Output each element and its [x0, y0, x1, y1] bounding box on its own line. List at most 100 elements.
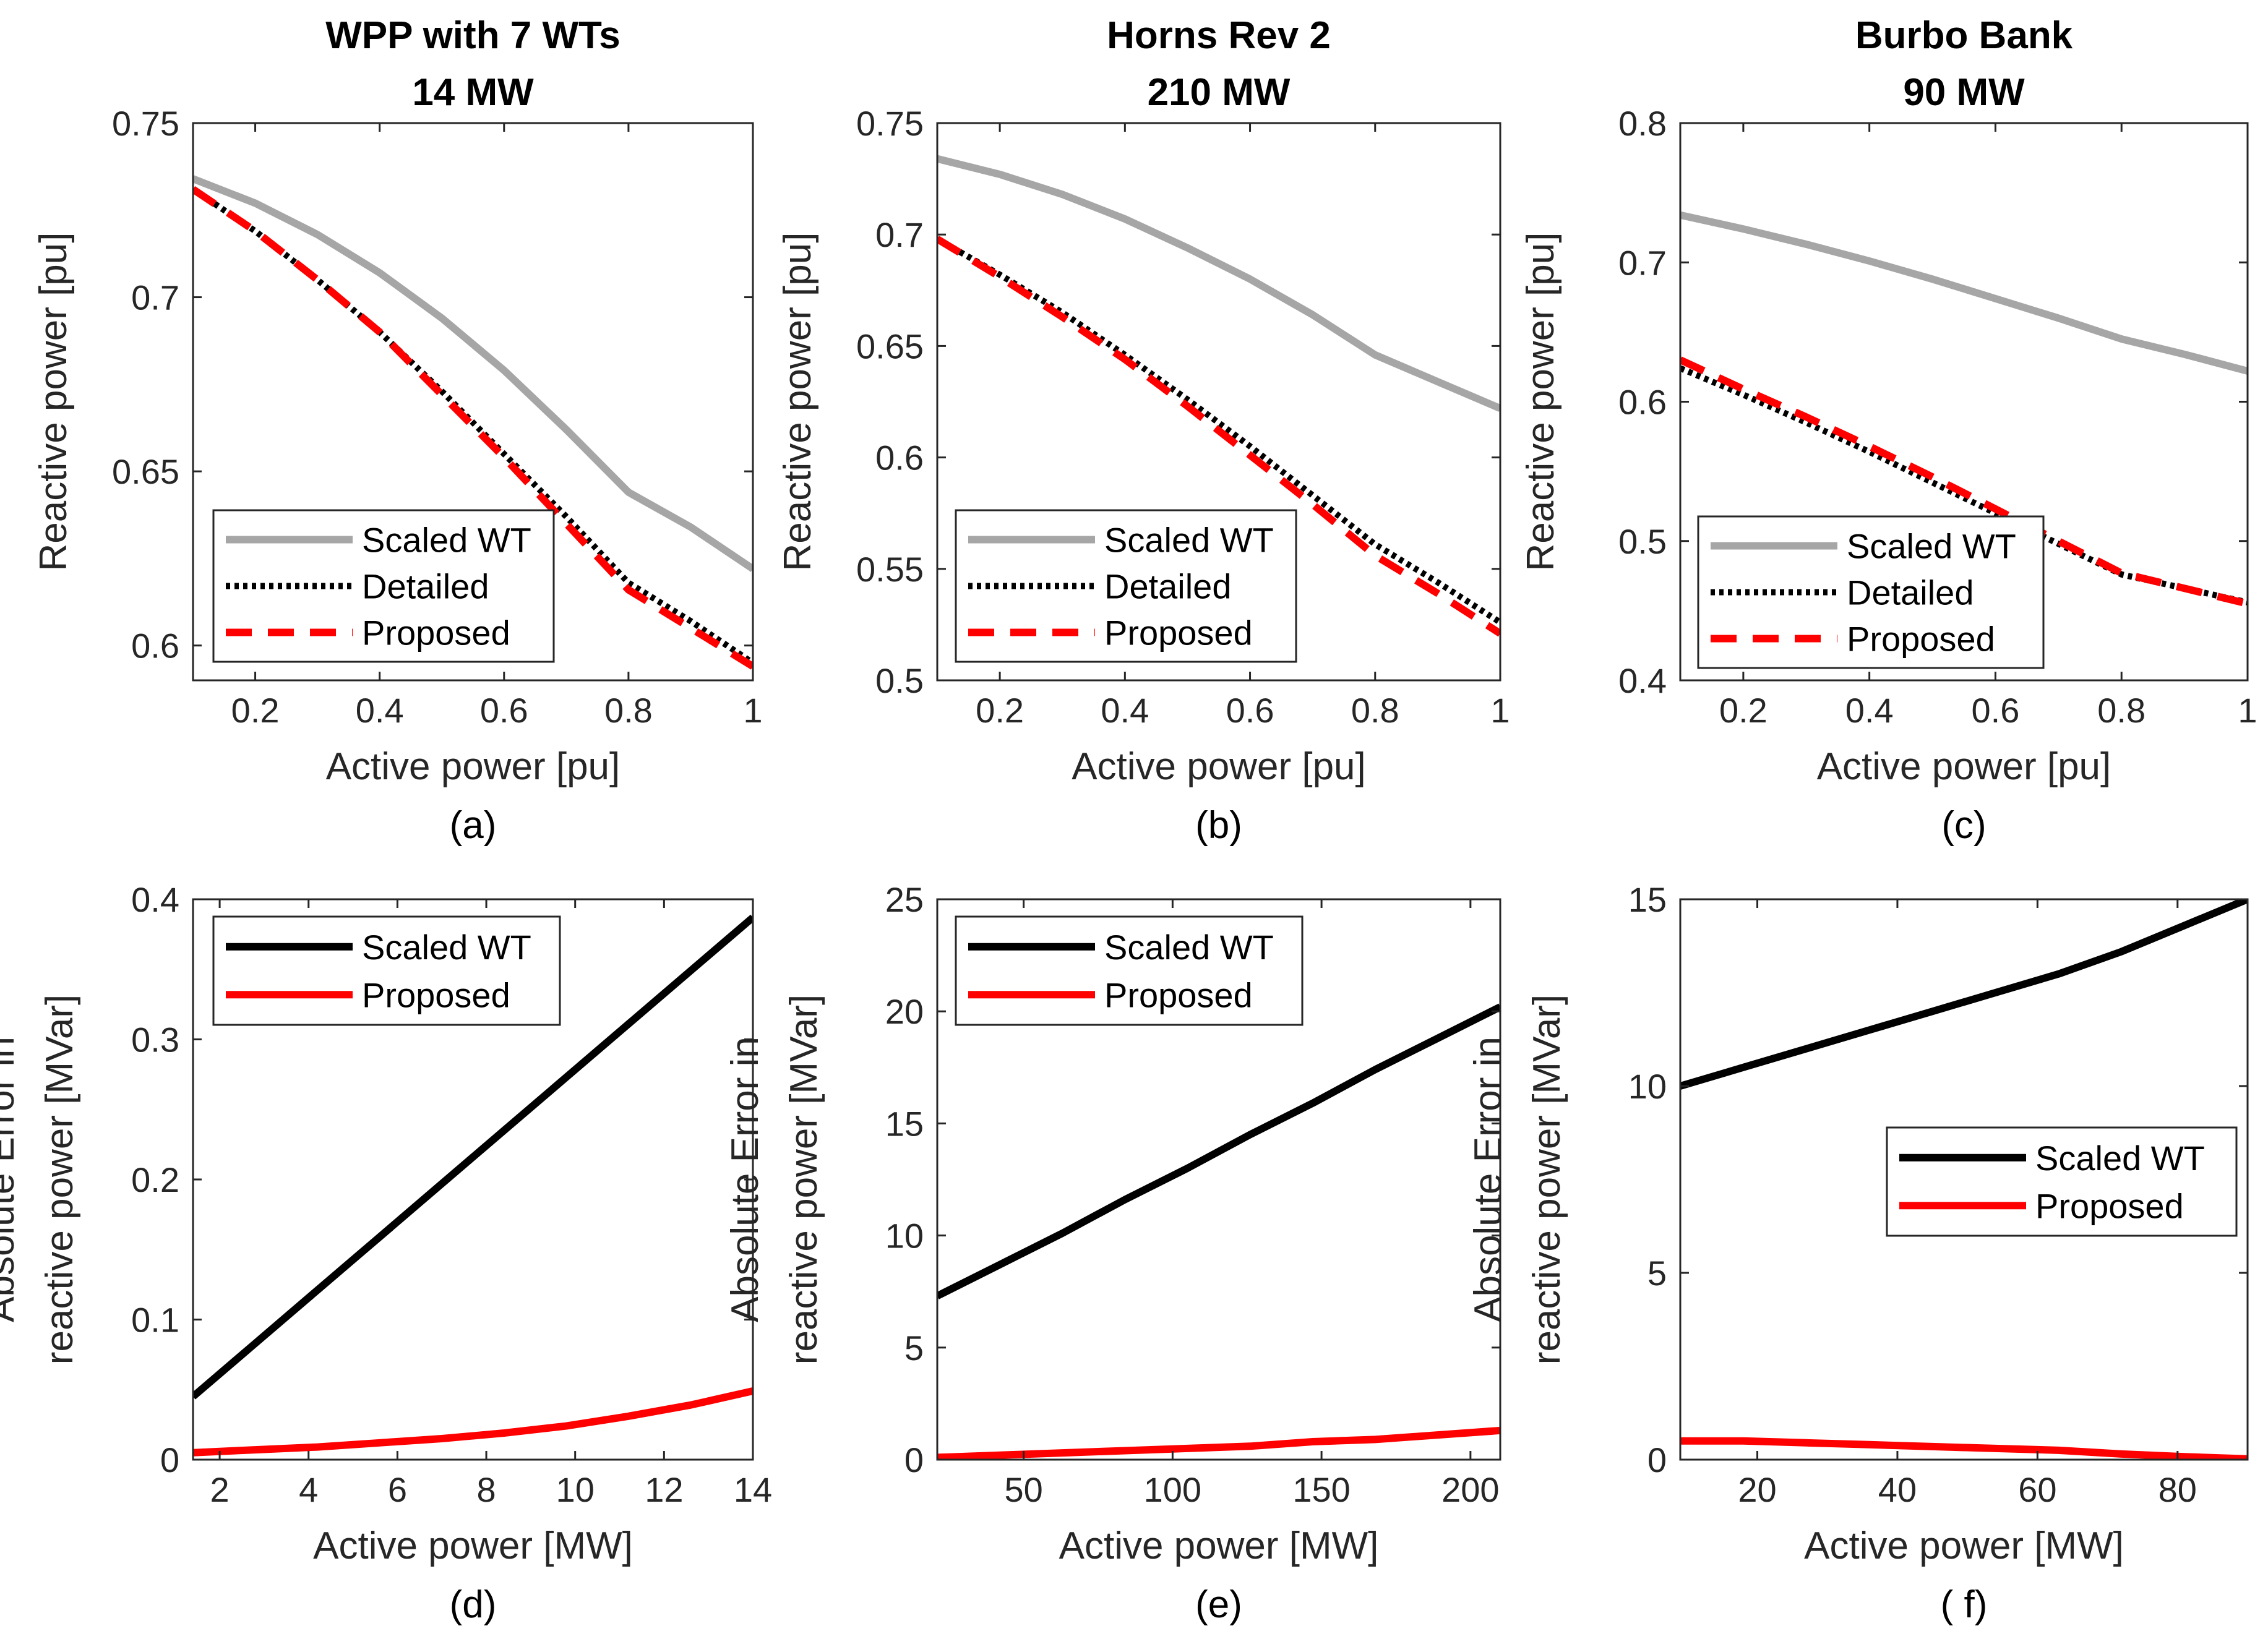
- x-tick-label: 0.6: [1972, 691, 2020, 730]
- x-tick-label: 1: [1490, 691, 1510, 730]
- axes-box: [936, 122, 1501, 682]
- y-tick-label: 0.8: [1618, 104, 1667, 143]
- y-tick-label: 0.5: [875, 661, 924, 700]
- legend-label: Detailed: [1104, 567, 1231, 606]
- x-tick-label: 12: [645, 1470, 683, 1509]
- legend-label: Proposed: [1847, 620, 1995, 659]
- panel-caption: ( f): [1941, 1583, 1988, 1626]
- x-tick-label: 6: [388, 1470, 407, 1509]
- legend: Scaled WT Detailed Proposed: [212, 509, 555, 663]
- series-line-scaled-wt: [193, 914, 753, 1400]
- y-tick-label: 0.55: [856, 550, 924, 589]
- legend-box: [955, 915, 1304, 1026]
- y-tick-label: 0.7: [131, 278, 179, 317]
- y-tick-label: 0.75: [856, 104, 924, 143]
- panel-caption: (d): [450, 1583, 497, 1626]
- legend-label: Detailed: [362, 567, 489, 606]
- x-tick-label: 0.8: [604, 691, 653, 730]
- x-tick-label: 0.6: [480, 691, 528, 730]
- x-tick-label: 50: [1004, 1470, 1042, 1509]
- x-tick-label: 0.2: [231, 691, 280, 730]
- panel-caption: (a): [450, 804, 497, 847]
- x-tick-label: 0.2: [1719, 691, 1768, 730]
- legend-label: Proposed: [1104, 614, 1253, 653]
- legend-label: Proposed: [2035, 1186, 2184, 1225]
- legend-label: Detailed: [1847, 573, 1974, 612]
- x-tick-label: 100: [1144, 1470, 1201, 1509]
- y-tick-label: 0.4: [131, 880, 179, 919]
- legend-box: [1886, 1126, 2238, 1237]
- y-tick-label: 0.5: [1618, 522, 1667, 561]
- legend: Scaled WT Detailed Proposed: [955, 509, 1297, 663]
- panel-caption: (e): [1195, 1583, 1242, 1626]
- legend-label: Scaled WT: [1104, 928, 1274, 967]
- panel-c: 0.2 0.4 0.6 0.8 1 0.4 0.5 0.6 0.7 0.8 Active power…: [1519, 14, 2257, 847]
- x-tick-label: 0.4: [356, 691, 404, 730]
- y-tick-label: 0.6: [1618, 383, 1667, 422]
- x-tick-label: 14: [734, 1470, 772, 1509]
- x-tick-label: 4: [299, 1470, 318, 1509]
- y-tick-label: 5: [1647, 1254, 1667, 1293]
- x-tick-label: 0.8: [1351, 691, 1399, 730]
- y-tick-label: 0.6: [131, 627, 179, 665]
- y-tick-label: 15: [885, 1104, 924, 1143]
- y-axis-label: Reactive power [pu]: [776, 233, 819, 571]
- x-axis-label: Active power [pu]: [1817, 745, 2111, 788]
- series-line-scaled-wt: [193, 175, 753, 572]
- panel-e: 50 100 150 200 0 5 10 15 20 25 Active power [MW] Ab…: [724, 880, 1501, 1626]
- legend-label: Scaled WT: [1847, 527, 2016, 566]
- y-axis-label: Absolute Error in: [0, 1037, 22, 1322]
- y-axis-label: Absolute Error in: [1467, 1037, 1510, 1322]
- x-axis-label: Active power [pu]: [1072, 745, 1366, 788]
- x-tick-label: 20: [1738, 1470, 1776, 1509]
- series-line-proposed: [937, 1426, 1500, 1460]
- panel-b: 0.2 0.4 0.6 0.8 1 0.5 0.55 0.6 0.65 0.7 0.75 Active…: [776, 14, 1510, 847]
- series-line-scaled-wt: [1680, 899, 2248, 1090]
- axes-box: [936, 898, 1501, 1461]
- y-tick-label: 15: [1628, 880, 1667, 919]
- x-tick-label: 60: [2018, 1470, 2056, 1509]
- x-tick-label: 0.4: [1845, 691, 1894, 730]
- legend-label: Proposed: [1104, 975, 1253, 1014]
- axes-box: [1679, 898, 2249, 1461]
- y-tick-label: 0.3: [131, 1021, 179, 1059]
- y-tick-label: 0.6: [875, 439, 924, 477]
- series-line-proposed: [1680, 1437, 2248, 1460]
- x-tick-label: 200: [1441, 1470, 1499, 1509]
- x-axis-label: Active power [MW]: [1804, 1525, 2124, 1567]
- legend: Scaled WT Detailed Proposed: [1697, 515, 2045, 669]
- panel-d: 2 4 6 8 10 12 14 0 0.1 0.2 0.3 0.4 Active power [MW]…: [0, 880, 772, 1626]
- panel-caption: (b): [1195, 804, 1242, 847]
- y-tick-label: 5: [904, 1329, 924, 1367]
- series-line-detailed: [1680, 365, 2248, 606]
- series-line-proposed: [193, 1387, 753, 1457]
- series-line-proposed: [937, 236, 1500, 637]
- x-tick-label: 10: [556, 1470, 595, 1509]
- y-axis-label: reactive power [MVar]: [783, 995, 825, 1364]
- y-tick-label: 25: [885, 880, 924, 919]
- panel-f: 20 40 60 80 0 5 10 15 Active power [MW] Absolute …: [1467, 880, 2249, 1626]
- y-tick-label: 0: [1647, 1440, 1667, 1479]
- series-line-scaled-wt: [937, 155, 1500, 412]
- panel-title: 210 MW: [1148, 71, 1291, 114]
- legend: Scaled WT Proposed: [955, 915, 1304, 1026]
- panel-caption: (c): [1941, 804, 1986, 847]
- x-tick-label: 80: [2158, 1470, 2197, 1509]
- y-tick-label: 0.7: [1618, 243, 1667, 282]
- y-tick-label: 20: [885, 992, 924, 1031]
- x-tick-label: 0.6: [1226, 691, 1274, 730]
- x-tick-label: 2: [210, 1470, 230, 1509]
- panel-title: 90 MW: [1903, 71, 2025, 114]
- legend-label: Scaled WT: [2035, 1139, 2205, 1178]
- x-tick-label: 8: [476, 1470, 496, 1509]
- y-tick-label: 0.75: [112, 104, 179, 143]
- y-tick-label: 0: [904, 1440, 924, 1479]
- legend: Scaled WT Proposed: [212, 915, 561, 1026]
- y-axis-label: Reactive power [pu]: [1519, 233, 1562, 571]
- y-axis-label: reactive power [MVar]: [38, 995, 81, 1364]
- panel-title: Horns Rev 2: [1107, 14, 1331, 57]
- y-tick-label: 0.1: [131, 1301, 179, 1340]
- y-tick-label: 10: [885, 1217, 924, 1256]
- y-axis-label: reactive power [MVar]: [1526, 995, 1568, 1364]
